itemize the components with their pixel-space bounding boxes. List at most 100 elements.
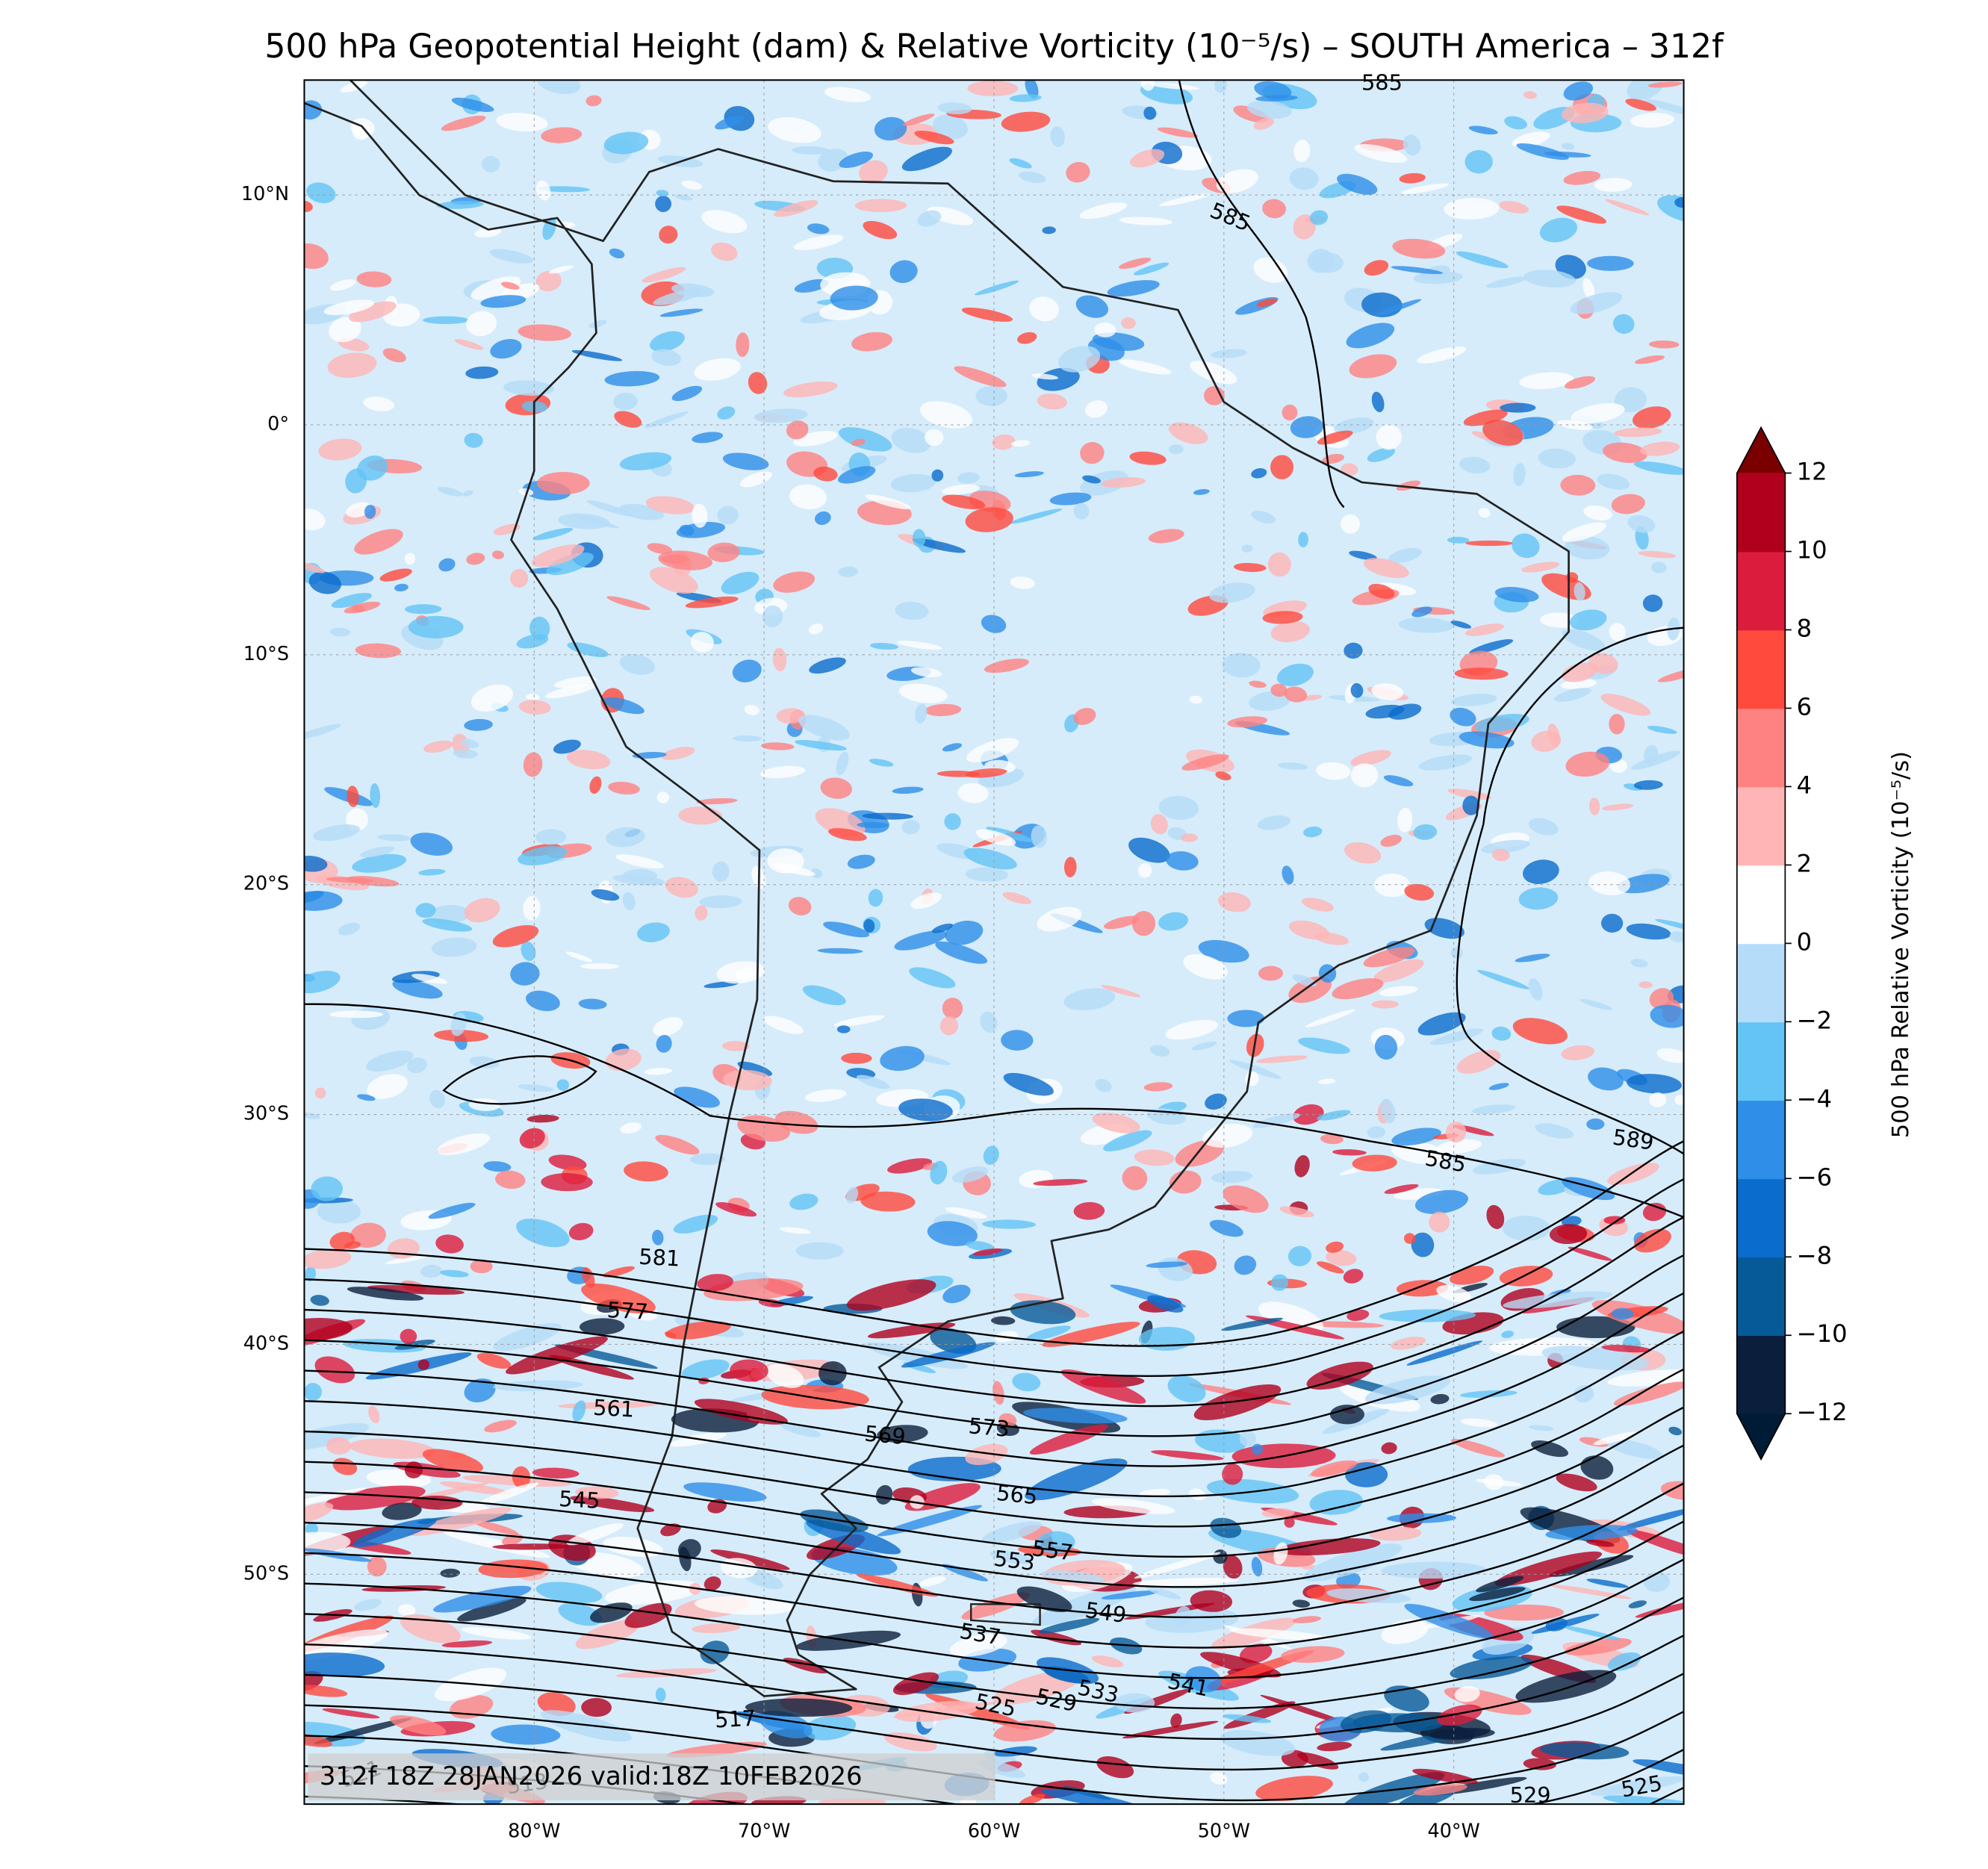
vorticity-blob (807, 223, 830, 234)
vorticity-blob (548, 1154, 587, 1171)
vorticity-blob (1469, 1587, 1526, 1602)
vorticity-blob (1411, 606, 1432, 618)
vorticity-blob (910, 892, 942, 909)
vorticity-blob (1075, 295, 1109, 318)
vorticity-blob (586, 500, 633, 517)
vorticity-blob (847, 854, 875, 869)
vorticity-blob (1371, 391, 1385, 413)
vorticity-blob (451, 97, 494, 112)
vorticity-blob (937, 102, 972, 115)
vorticity-blob (1404, 883, 1435, 901)
vorticity-blob (1317, 1110, 1351, 1121)
vorticity-blob (697, 1274, 733, 1292)
vorticity-blob (820, 777, 853, 799)
vorticity-blob (1066, 161, 1090, 183)
vorticity-blob (1571, 403, 1625, 424)
vorticity-blob (1288, 920, 1329, 940)
vorticity-blob (1282, 865, 1294, 885)
vorticity-blob (609, 248, 625, 259)
vorticity-blob (1580, 1455, 1614, 1480)
vorticity-blob (793, 431, 838, 447)
vorticity-blob (1311, 1460, 1358, 1478)
vorticity-blob (1037, 394, 1067, 410)
vorticity-blob (1627, 514, 1656, 533)
vorticity-blob (518, 324, 571, 341)
vorticity-blob (1009, 509, 1063, 524)
colorbar-tick-label: −6 (1797, 1163, 1833, 1191)
vorticity-blob (1058, 346, 1101, 373)
vorticity-blob (1041, 1570, 1105, 1584)
vorticity-blob (484, 1419, 517, 1433)
vorticity-blob (434, 1029, 489, 1042)
vorticity-blob (1582, 278, 1595, 300)
vorticity-blob (541, 127, 583, 143)
vorticity-blob (965, 1443, 1008, 1465)
vorticity-blob (1561, 1045, 1595, 1060)
vorticity-blob (748, 372, 768, 394)
vorticity-blob (519, 1128, 545, 1149)
vorticity-blob (642, 267, 686, 283)
vorticity-blob (1252, 1113, 1300, 1128)
vorticity-blob (1450, 1438, 1505, 1458)
vorticity-blob (774, 200, 819, 217)
lat-tick-label: 30°S (243, 1103, 289, 1125)
vorticity-blob (998, 1413, 1017, 1427)
vorticity-blob (326, 877, 374, 883)
vorticity-blob (420, 1264, 443, 1278)
vorticity-blob (942, 484, 980, 495)
vorticity-blob (1254, 81, 1292, 99)
vorticity-blob (1101, 1590, 1159, 1600)
vorticity-blob (624, 1602, 672, 1629)
vorticity-blob (1139, 1488, 1171, 1497)
vorticity-blob (1570, 292, 1623, 314)
vorticity-blob (754, 408, 808, 423)
vorticity-blob (913, 529, 926, 547)
vorticity-blob (1149, 83, 1200, 90)
vorticity-blob (417, 1359, 430, 1370)
vorticity-blob (491, 550, 504, 559)
vorticity-blob (1504, 116, 1527, 130)
vorticity-blob (1541, 1346, 1650, 1371)
vorticity-blob (624, 1161, 668, 1182)
vorticity-blob (954, 366, 1007, 388)
vorticity-blob (1450, 1655, 1533, 1680)
vorticity-blob (460, 738, 479, 749)
vorticity-blob (1234, 1255, 1257, 1275)
vorticity-blob (854, 199, 907, 213)
vorticity-blob (1660, 1481, 1684, 1500)
vorticity-blob (619, 452, 672, 471)
colorbar-bin (1736, 1257, 1786, 1337)
vorticity-blob (1011, 440, 1031, 447)
vorticity-blob (1601, 803, 1634, 811)
vorticity-blob (1460, 1418, 1497, 1428)
vorticity-blob (765, 1363, 804, 1388)
vorticity-blob (1149, 1045, 1170, 1057)
vorticity-blob (1456, 251, 1509, 268)
vorticity-blob (1363, 947, 1415, 968)
vorticity-blob (933, 114, 968, 140)
vorticity-blob (1332, 1149, 1367, 1156)
vorticity-blob (793, 234, 844, 251)
vorticity-blob (1209, 1219, 1243, 1237)
vorticity-blob (681, 180, 703, 190)
vorticity-blob (692, 503, 708, 528)
vorticity-blob (1562, 662, 1598, 682)
vorticity-blob (1528, 818, 1559, 836)
contour-label: 561 (592, 1395, 635, 1422)
vorticity-blob (423, 316, 469, 325)
vorticity-blob (767, 848, 804, 874)
vorticity-blob (1223, 1185, 1269, 1213)
vorticity-blob (1594, 178, 1633, 192)
vorticity-blob (1337, 173, 1378, 195)
vorticity-blob (773, 571, 816, 593)
vorticity-blob (556, 1079, 570, 1091)
vorticity-blob (1001, 1030, 1034, 1051)
vorticity-blob (422, 918, 473, 932)
vorticity-blob (735, 968, 756, 980)
vorticity-blob (308, 571, 341, 594)
vorticity-blob (794, 279, 829, 293)
vorticity-blob (1384, 1685, 1429, 1712)
vorticity-blob (436, 200, 484, 209)
vorticity-blob (1092, 1498, 1175, 1514)
vorticity-blob (1169, 1170, 1202, 1194)
